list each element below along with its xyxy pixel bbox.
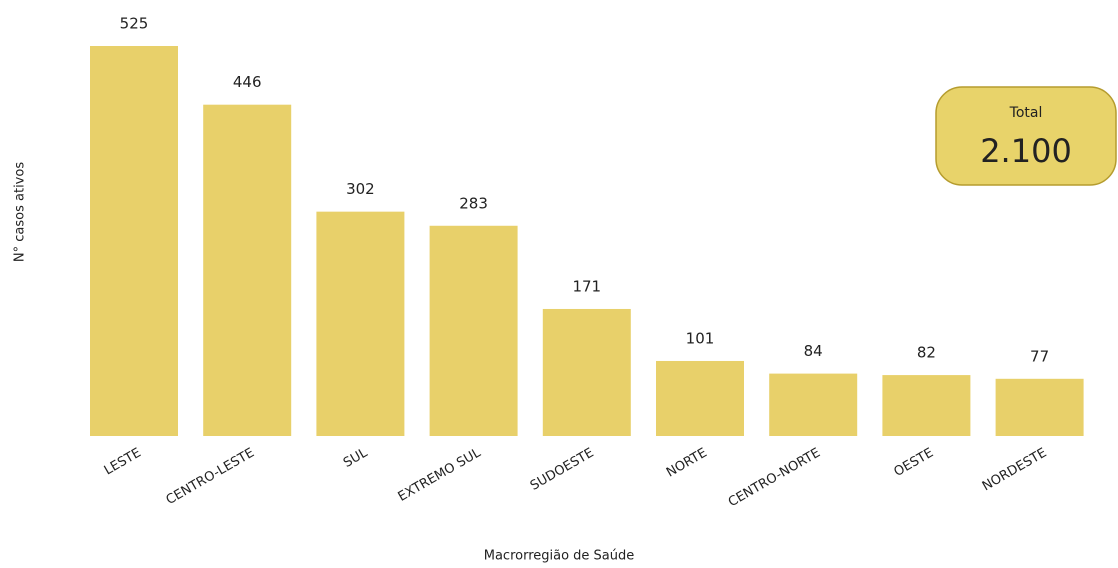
value-label: 82 [917, 344, 936, 362]
x-tick-label: CENTRO-LESTE [164, 446, 257, 509]
bar [995, 378, 1084, 436]
x-tick-label: LESTE [102, 446, 144, 479]
x-tick-label: CENTRO-NORTE [726, 446, 823, 511]
total-label: Total [1009, 105, 1043, 121]
bar [429, 225, 518, 436]
bar [316, 211, 405, 436]
value-label: 84 [804, 342, 823, 360]
bar [882, 375, 971, 436]
total-card: Total 2.100 [935, 86, 1117, 186]
value-label: 77 [1030, 347, 1049, 365]
x-tick-label: OESTE [892, 446, 937, 480]
x-tick-label: NORTE [664, 446, 710, 481]
x-tick-label: NORDESTE [980, 446, 1050, 495]
value-label: 171 [572, 277, 601, 295]
bar [90, 46, 178, 436]
value-label: 283 [459, 194, 488, 212]
value-label: 525 [120, 15, 149, 33]
bar [769, 373, 858, 436]
total-card-box [935, 86, 1117, 186]
value-label: 302 [346, 180, 375, 198]
bar [542, 308, 631, 436]
x-axis-title: Macrorregião de Saúde [484, 549, 635, 564]
bar [203, 104, 292, 436]
x-tick-label: EXTREMO SUL [396, 445, 484, 505]
y-axis-title: N° casos ativos [13, 162, 28, 262]
x-tick-label: SUDOESTE [528, 446, 597, 494]
value-label: 446 [233, 73, 262, 91]
total-value: 2.100 [980, 132, 1072, 170]
value-label: 101 [686, 329, 715, 347]
x-tick-label: SUL [341, 445, 371, 471]
bar [656, 360, 744, 436]
